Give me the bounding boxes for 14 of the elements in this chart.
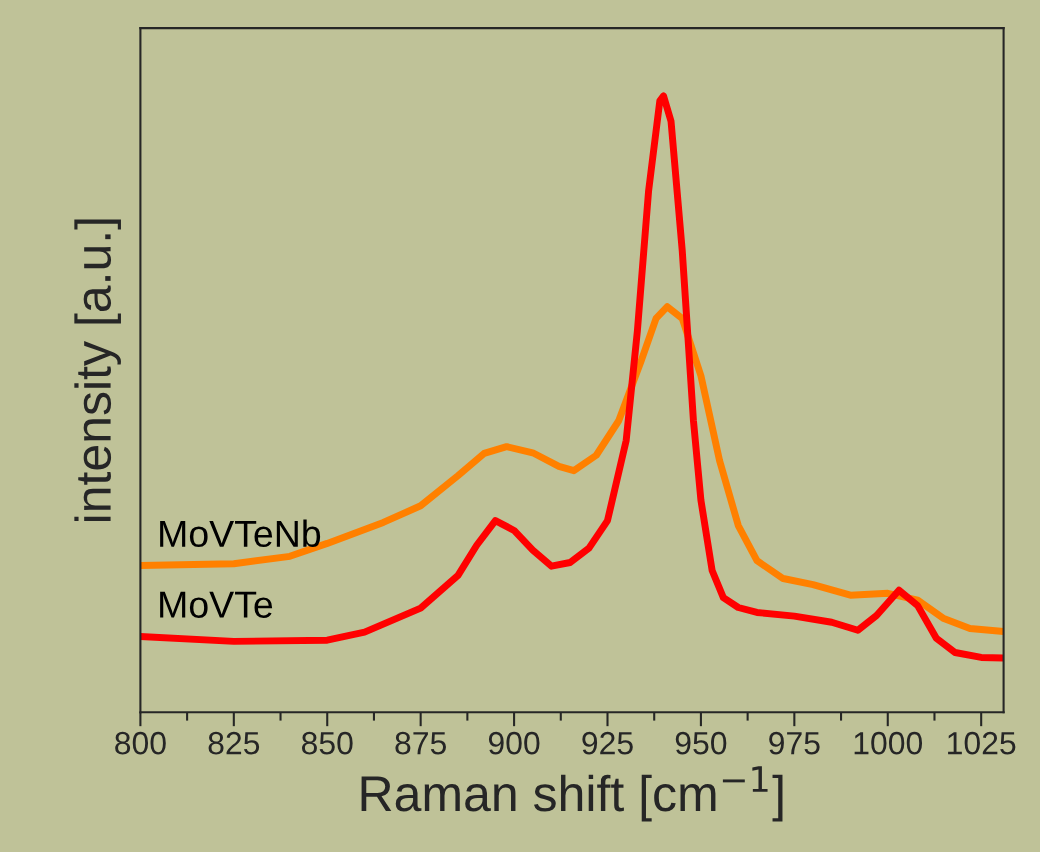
- y-axis-title: intensity [a.u.]: [74, 219, 121, 522]
- x-tick-label: 850: [301, 731, 353, 755]
- x-tick-label: 975: [769, 731, 820, 755]
- x-tick-label: 1025: [948, 731, 1016, 755]
- x-tick-label: 875: [395, 731, 446, 755]
- x-tick-label: 825: [208, 731, 260, 755]
- x-tick-label: 1000: [854, 731, 923, 755]
- series-label: MoVTeNb: [160, 519, 321, 548]
- series-label: MoVTe: [160, 591, 273, 618]
- x-tick-label: 950: [675, 731, 727, 755]
- x-tick-label: 900: [488, 731, 540, 755]
- x-axis-title: Raman shift [cm$^{−1}$]: [361, 766, 783, 822]
- x-tick-label: 925: [582, 731, 633, 755]
- x-tick-label: 800: [115, 731, 166, 755]
